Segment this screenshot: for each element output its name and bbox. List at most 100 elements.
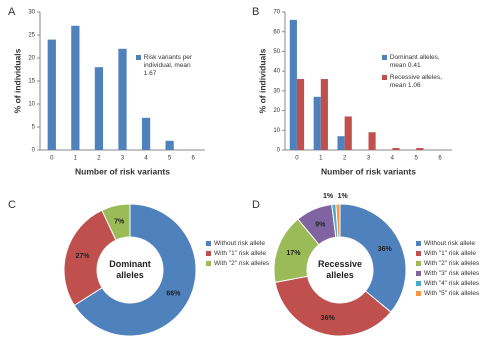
legend-item: With "3" risk alleles — [416, 270, 488, 278]
x-axis-label: Number of risk variants — [321, 166, 416, 176]
legend-item: With "4" risk alleles — [416, 280, 488, 288]
data-label: 7% — [114, 219, 125, 226]
legend-item: Without risk allele — [416, 240, 488, 248]
y-tick-label: 50 — [273, 49, 280, 55]
legend-label: With "1" risk allele — [424, 250, 476, 257]
legend-label: Dominant alleles, mean 0.41 — [389, 54, 440, 69]
legend-swatch — [416, 241, 421, 246]
y-tick-label: 10 — [273, 128, 280, 134]
center-label: Recessive alleles — [317, 259, 363, 280]
legend-label: With "2" risk alleles — [424, 260, 480, 267]
donut-slice — [73, 203, 197, 337]
legend-label: With "4" risk alleles — [424, 280, 480, 287]
bar — [71, 25, 80, 150]
bar — [94, 67, 104, 150]
legend-swatch — [381, 75, 387, 80]
x-tick-label: 1 — [74, 156, 78, 162]
legend-swatch — [206, 251, 211, 256]
donut-slice — [101, 203, 131, 241]
x-tick-label: 3 — [121, 156, 125, 162]
legend-item: Dominant alleles, mean 0.41 — [381, 54, 452, 70]
y-axis-label: % of individuals — [257, 48, 267, 113]
x-tick-label: 4 — [144, 156, 148, 162]
legend-swatch — [416, 281, 421, 286]
bar — [344, 116, 352, 150]
bar — [392, 148, 400, 150]
x-axis-label: Number of risk variants — [75, 166, 170, 176]
center-label: Dominant alleles — [109, 259, 151, 280]
y-tick-label: 20 — [28, 56, 35, 62]
y-tick-label: 15 — [28, 79, 35, 85]
legend-item: With "1" risk allele — [416, 250, 488, 258]
bar — [118, 48, 127, 150]
legend: Without risk allele With "1" risk allele W… — [416, 240, 488, 300]
legend-label: Without risk allele — [214, 240, 265, 247]
data-label: 66% — [166, 291, 181, 298]
legend-item: Recessive alleles, mean 1.06 — [381, 74, 452, 90]
legend-swatch — [416, 271, 421, 276]
x-tick-label: 6 — [192, 156, 196, 162]
legend-label: With "3" risk alleles — [424, 270, 480, 277]
legend-label: Without risk allele — [424, 240, 475, 247]
legend-swatch — [206, 241, 211, 246]
x-tick-label: 2 — [97, 156, 101, 162]
data-label: 27% — [75, 253, 90, 260]
bar — [416, 148, 424, 150]
legend-item: With "1" risk allele — [206, 250, 286, 258]
y-tick-label: 20 — [273, 108, 280, 114]
data-label: 36% — [321, 315, 336, 322]
y-tick-label: 10 — [28, 102, 35, 108]
x-tick-label: 5 — [415, 156, 419, 162]
panel-label: C — [8, 199, 16, 211]
panel-label: A — [8, 6, 16, 18]
panel-label: D — [252, 199, 260, 211]
bar — [47, 39, 56, 150]
x-tick-label: 5 — [168, 156, 172, 162]
legend-item: Without risk allele — [206, 240, 286, 248]
bar — [313, 96, 321, 150]
x-tick-label: 6 — [438, 156, 442, 162]
bar — [337, 136, 345, 150]
bar — [165, 140, 174, 150]
legend-swatch — [381, 55, 387, 60]
legend-label: With "1" risk allele — [214, 250, 266, 257]
x-tick-label: 3 — [367, 156, 371, 162]
y-tick-label: 40 — [273, 69, 280, 75]
legend-item: Risk variants per individual, mean 1.67 — [135, 54, 205, 78]
y-tick-label: 70 — [273, 10, 280, 16]
legend-swatch — [416, 291, 421, 296]
data-label: 9% — [315, 221, 326, 228]
legend-swatch — [416, 261, 421, 266]
y-tick-label: 60 — [273, 29, 280, 35]
data-label: 36% — [378, 246, 393, 253]
y-tick-label: 30 — [28, 10, 35, 16]
bar — [368, 132, 376, 150]
data-label: 1% — [323, 193, 334, 200]
data-label: 17% — [286, 250, 301, 257]
legend-swatch — [135, 55, 141, 60]
bar — [141, 117, 151, 150]
legend-item: With "2" risk alleles — [416, 260, 488, 268]
legend: Risk variants per individual, mean 1.67 — [135, 54, 205, 82]
y-axis-label: % of individuals — [12, 48, 22, 113]
legend-label: With "2" risk alleles — [214, 260, 270, 267]
bar — [320, 79, 328, 150]
data-label: 1% — [338, 193, 349, 200]
donut-slice — [63, 209, 117, 307]
x-tick-label: 4 — [391, 156, 395, 162]
y-tick-label: 5 — [32, 125, 36, 131]
donut-slice — [339, 203, 407, 313]
y-tick-label: 0 — [32, 148, 36, 154]
bar — [296, 79, 305, 150]
legend-swatch — [416, 251, 421, 256]
y-tick-label: 0 — [277, 148, 281, 154]
legend-item: With "5" risk alleles — [416, 290, 488, 298]
legend-label: Risk variants per individual, mean 1.67 — [143, 54, 193, 77]
donut-slice — [335, 203, 341, 238]
legend-item: With "2" risk alleles — [206, 260, 286, 268]
legend-label: With "5" risk alleles — [424, 290, 480, 297]
legend-swatch — [206, 261, 211, 266]
donut-slice — [274, 275, 392, 337]
panel-label: B — [252, 6, 259, 18]
